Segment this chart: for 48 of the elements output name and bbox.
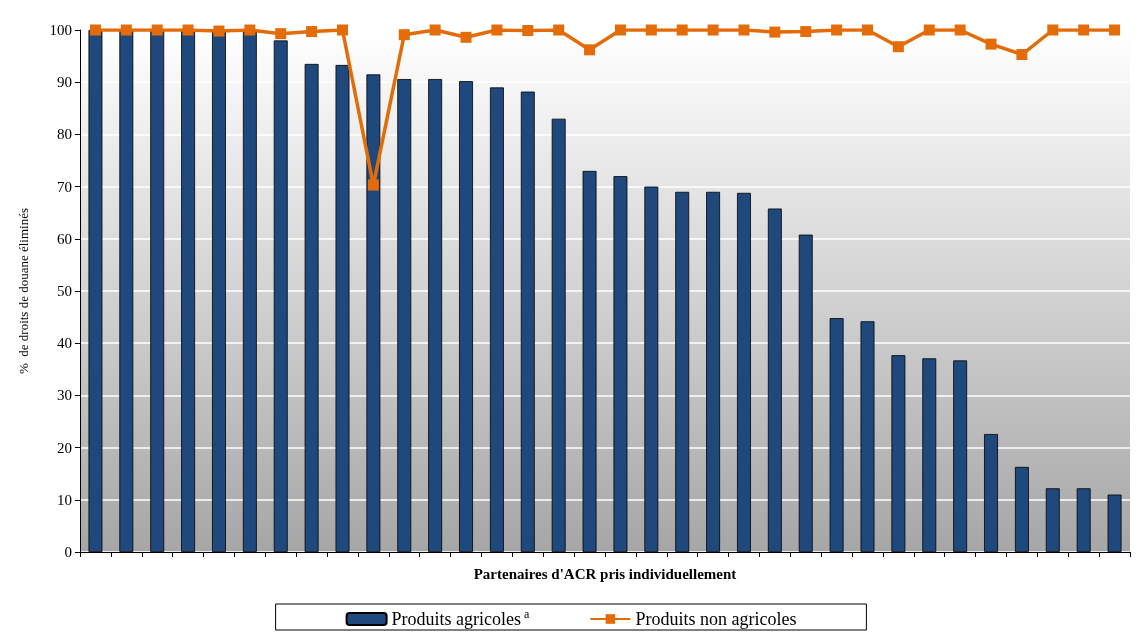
x-axis-title: Partenaires d'ACR pris individuellement: [473, 565, 737, 582]
point: [1016, 49, 1028, 61]
y-axis-title: % de droits de douane éliminés: [16, 207, 31, 375]
point: [1047, 24, 1059, 36]
point: [522, 25, 534, 37]
point: [244, 24, 256, 36]
point: [738, 24, 750, 36]
point: [985, 38, 997, 50]
point: [1109, 24, 1121, 36]
point: [645, 24, 657, 36]
y-tick-label: 90: [57, 74, 72, 91]
point: [707, 24, 719, 36]
point: [1078, 24, 1090, 36]
point: [831, 24, 843, 36]
point: [460, 31, 472, 43]
y-tick-label: 60: [57, 230, 72, 247]
point: [213, 25, 225, 37]
point: [892, 41, 904, 53]
y-tick-label: 70: [57, 178, 72, 195]
point: [553, 24, 565, 36]
point: [862, 24, 873, 36]
point: [120, 24, 132, 36]
y-tick-label: 80: [57, 126, 72, 143]
point: [614, 24, 626, 36]
y-tick-label: 100: [49, 22, 72, 38]
point: [151, 24, 163, 36]
legend-label: Produits non agricoles: [635, 609, 797, 629]
point: [584, 44, 596, 56]
point: [275, 28, 287, 40]
point: [923, 24, 935, 36]
point: [398, 29, 410, 41]
point: [182, 24, 194, 36]
point: [337, 24, 348, 36]
point: [769, 26, 781, 38]
point: [89, 24, 101, 36]
y-tick-label: 0: [64, 544, 72, 560]
point: [954, 24, 966, 36]
y-tick-label: 30: [57, 387, 72, 404]
point: [491, 24, 503, 36]
point: [676, 24, 688, 36]
point: [306, 26, 318, 38]
y-tick-label: 20: [57, 439, 72, 456]
point: [367, 179, 379, 191]
point: [800, 26, 812, 38]
y-tick-label: 10: [57, 491, 72, 508]
point: [429, 24, 441, 36]
y-tick-label: 40: [57, 335, 72, 352]
y-tick-label: 50: [57, 283, 72, 299]
